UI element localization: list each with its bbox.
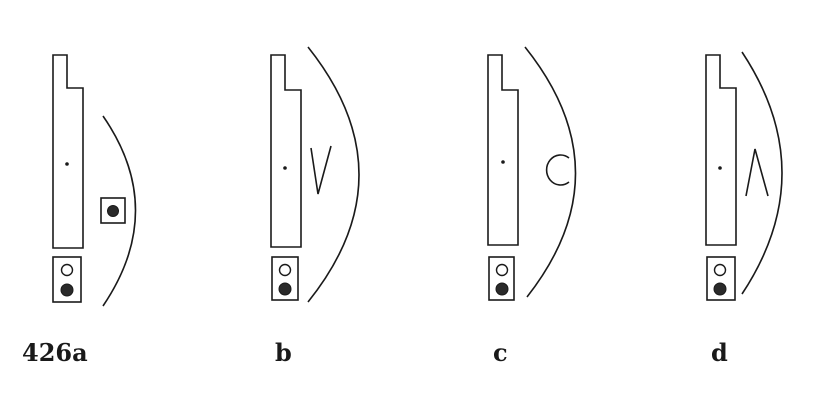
panel-d [705, 51, 783, 301]
panel-a-label: 426a [22, 338, 88, 367]
panel-b-center-dot [283, 166, 287, 170]
panel-d-signal-box [706, 256, 736, 301]
panel-d-rectangle [705, 54, 737, 246]
panel-c [487, 46, 577, 301]
panel-c-arc [524, 46, 577, 298]
panel-b-label: b [275, 338, 292, 367]
panel-c-filled-dot [495, 282, 509, 296]
panel-c-center-dot [501, 160, 505, 164]
panel-c-signal-box [488, 256, 515, 301]
panel-d-caret-mark [745, 148, 769, 197]
panel-b-arc [307, 46, 360, 303]
panel-a-filled-dot [60, 283, 74, 297]
panel-c-rectangle [487, 54, 519, 246]
panel-d-open-dot [713, 263, 727, 277]
panel-b-open-dot [278, 263, 292, 277]
panel-d-center-dot [718, 166, 722, 170]
panel-b-signal-box [271, 256, 299, 301]
panel-b-filled-dot [278, 282, 292, 296]
panel-d-filled-dot [713, 282, 727, 296]
panel-a [52, 54, 137, 307]
panel-b-rectangle [270, 54, 302, 248]
panel-c-open-dot [495, 263, 509, 277]
panel-a-small-box [100, 197, 126, 224]
panel-b-v-mark [310, 145, 332, 195]
panel-d-label: d [711, 338, 728, 367]
panel-b [270, 46, 360, 303]
panel-a-rectangle [52, 54, 84, 249]
panel-d-arc [741, 51, 783, 295]
panel-a-small-box-filled-dot [107, 205, 119, 217]
panel-a-open-dot [60, 263, 74, 277]
panel-a-center-dot [65, 162, 69, 166]
panel-a-signal-box [52, 256, 82, 303]
panel-c-label: c [493, 338, 508, 367]
panel-c-c-mark [545, 154, 570, 186]
panel-a-arc [102, 115, 137, 307]
